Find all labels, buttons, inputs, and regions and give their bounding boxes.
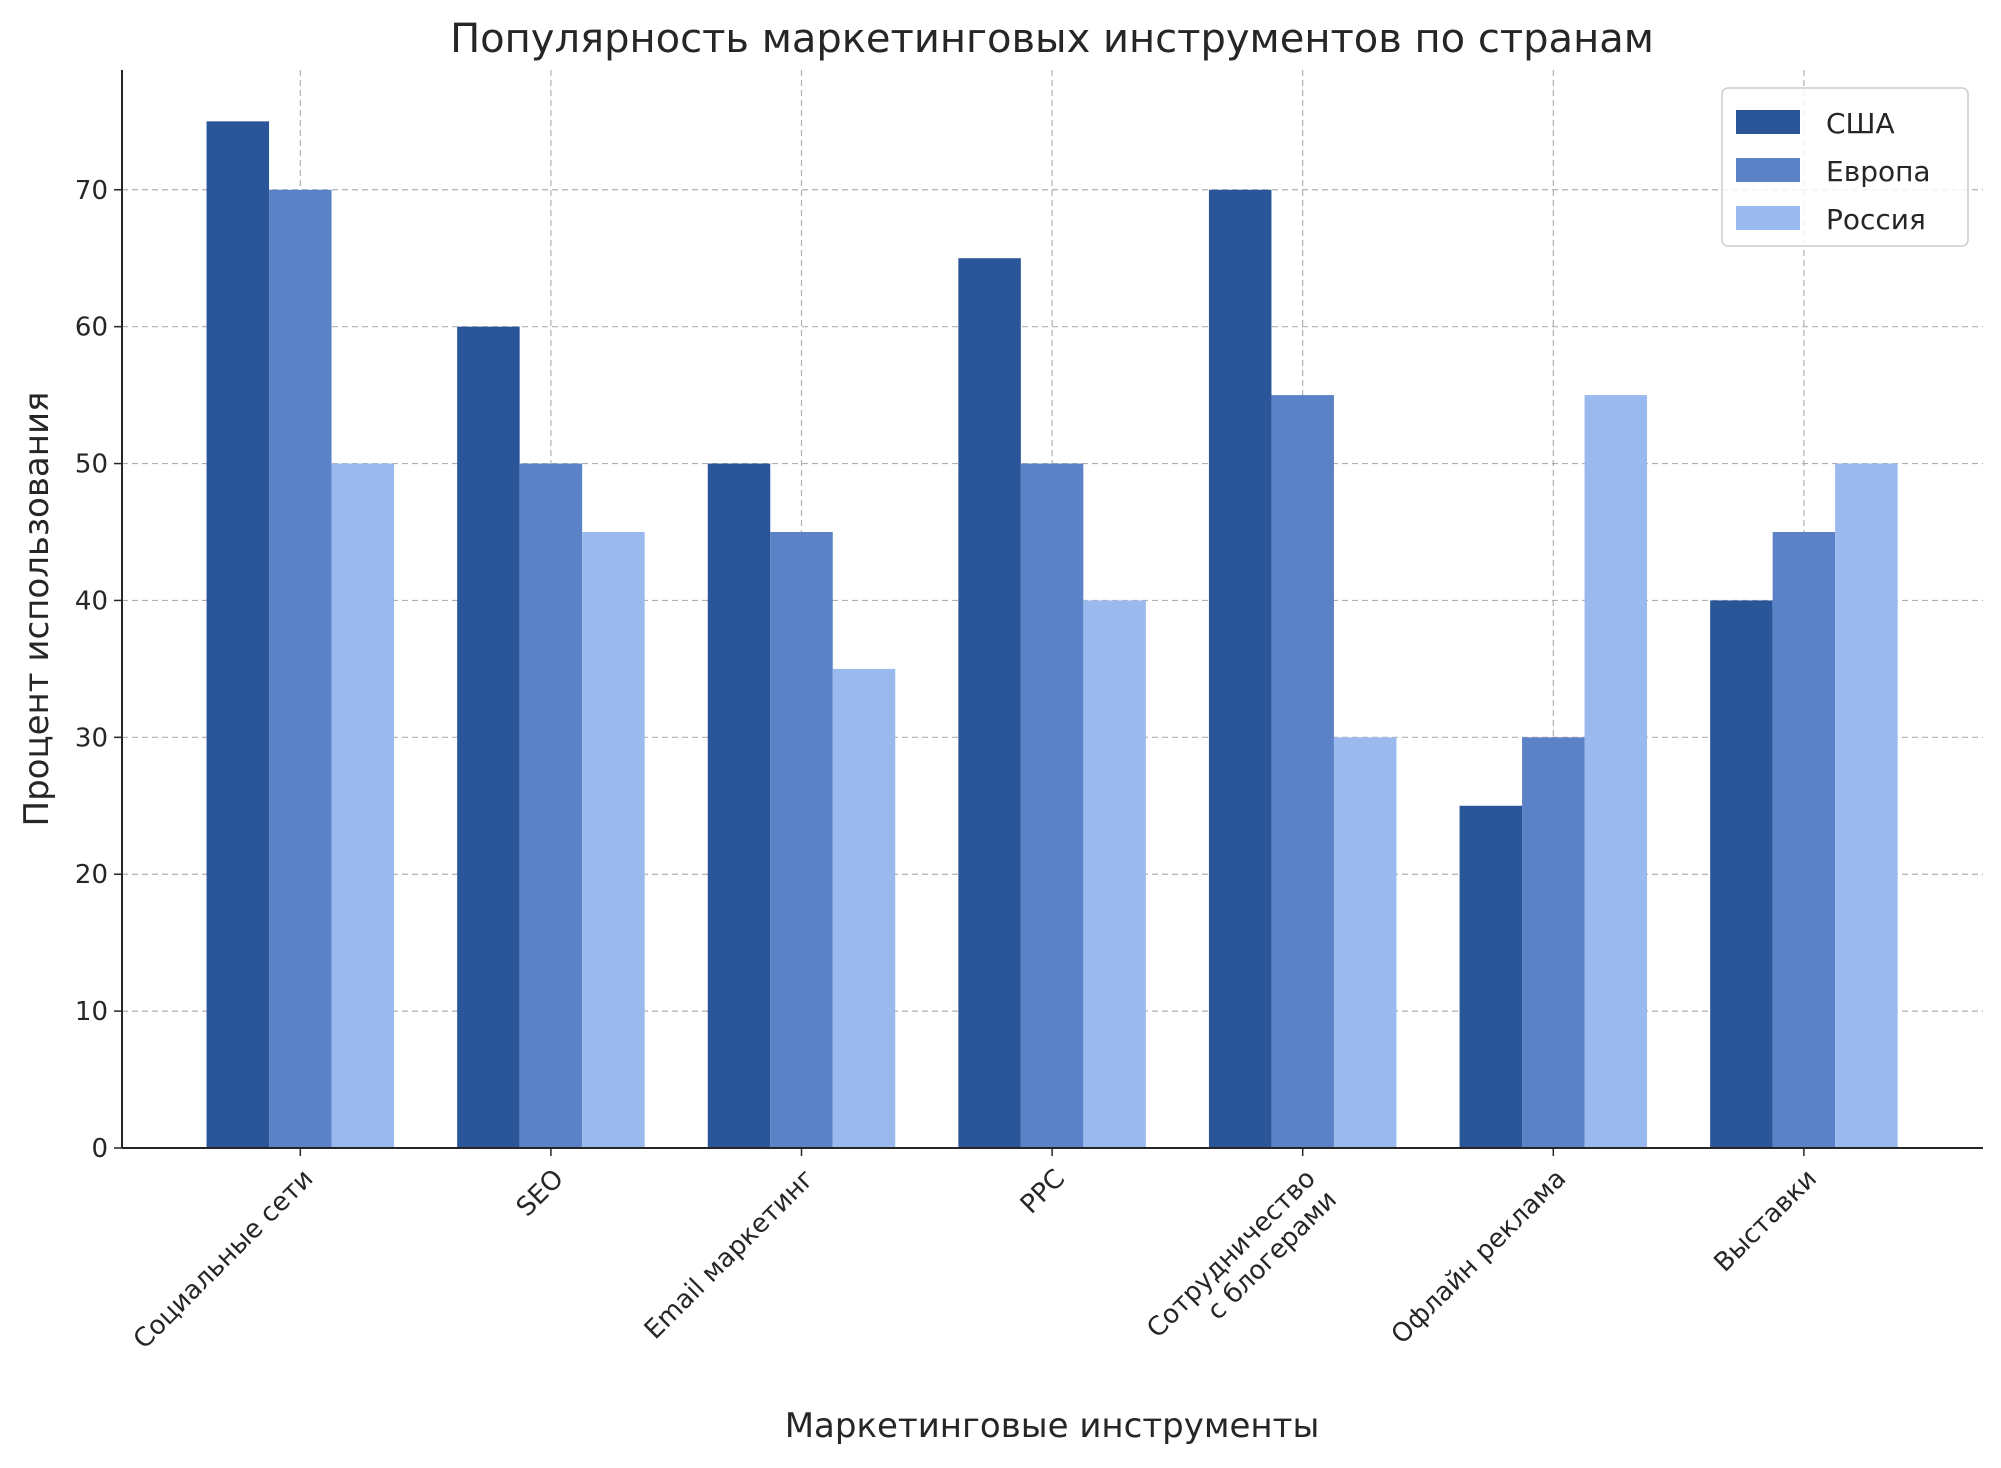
x-tick-label: Выставки: [1709, 1164, 1823, 1278]
x-axis-title: Маркетинговые инструменты: [785, 1406, 1320, 1446]
y-tick-label: 40: [75, 586, 108, 616]
bars: [206, 121, 1898, 1149]
x-tick-labels: Социальные сети SEO Email маркетинг PPC Сотр…: [128, 1164, 1823, 1366]
x-tick-label: Сотрудничествос блогерами: [1141, 1164, 1343, 1366]
y-tick-label: 70: [75, 176, 108, 206]
x-tick-label: Офлайн реклама: [1386, 1164, 1572, 1350]
y-tick-label: 20: [75, 860, 108, 890]
x-tick-label: Email маркетинг: [639, 1164, 821, 1346]
y-tick-label: 60: [75, 313, 108, 343]
legend-label-1: США: [1826, 107, 1895, 140]
y-axis-title: Процент использования: [17, 392, 57, 827]
bar-3-7: [1835, 463, 1898, 1148]
bar-2-6: [1522, 737, 1585, 1148]
bar-3-6: [1584, 395, 1648, 1149]
bar-1-4: [958, 258, 1021, 1148]
bar-1-7: [1710, 600, 1773, 1148]
legend-swatch-3: [1736, 206, 1800, 230]
bar-2-5: [1271, 395, 1334, 1149]
bar-1-3: [707, 463, 771, 1148]
x-tick-label: SEO: [511, 1164, 570, 1223]
chart-title: Популярность маркетинговых инструментов …: [450, 16, 1654, 62]
y-tick-label: 0: [91, 1134, 108, 1164]
bar-1-5: [1208, 189, 1272, 1148]
bar-2-4: [1020, 463, 1084, 1148]
bar-3-5: [1333, 737, 1397, 1148]
bar-2-7: [1772, 532, 1836, 1148]
legend-swatch-1: [1736, 110, 1800, 134]
legend: США Европа Россия: [1721, 87, 1969, 247]
y-tick-label: 30: [75, 723, 108, 753]
y-tick-labels: 0 10 20 30 40 50 60 70: [75, 176, 108, 1164]
legend-label-3: Россия: [1826, 203, 1926, 236]
bar-3-3: [832, 668, 896, 1148]
bar-3-4: [1083, 600, 1146, 1148]
bar-1-6: [1459, 805, 1523, 1148]
bar-3-1: [331, 463, 395, 1148]
bar-2-2: [519, 463, 583, 1148]
bar-1-2: [457, 326, 520, 1149]
x-tick-label: Социальные сети: [128, 1164, 319, 1355]
legend-label-2: Европа: [1826, 155, 1931, 188]
axes: [114, 70, 1983, 1156]
bar-2-1: [269, 189, 332, 1148]
bar-1-1: [206, 121, 270, 1148]
x-tick-label: PPC: [1015, 1164, 1071, 1220]
bar-2-3: [770, 532, 833, 1148]
y-tick-label: 10: [75, 997, 108, 1027]
legend-swatch-2: [1736, 158, 1800, 182]
bar-3-2: [582, 532, 645, 1148]
y-tick-label: 50: [75, 450, 108, 480]
